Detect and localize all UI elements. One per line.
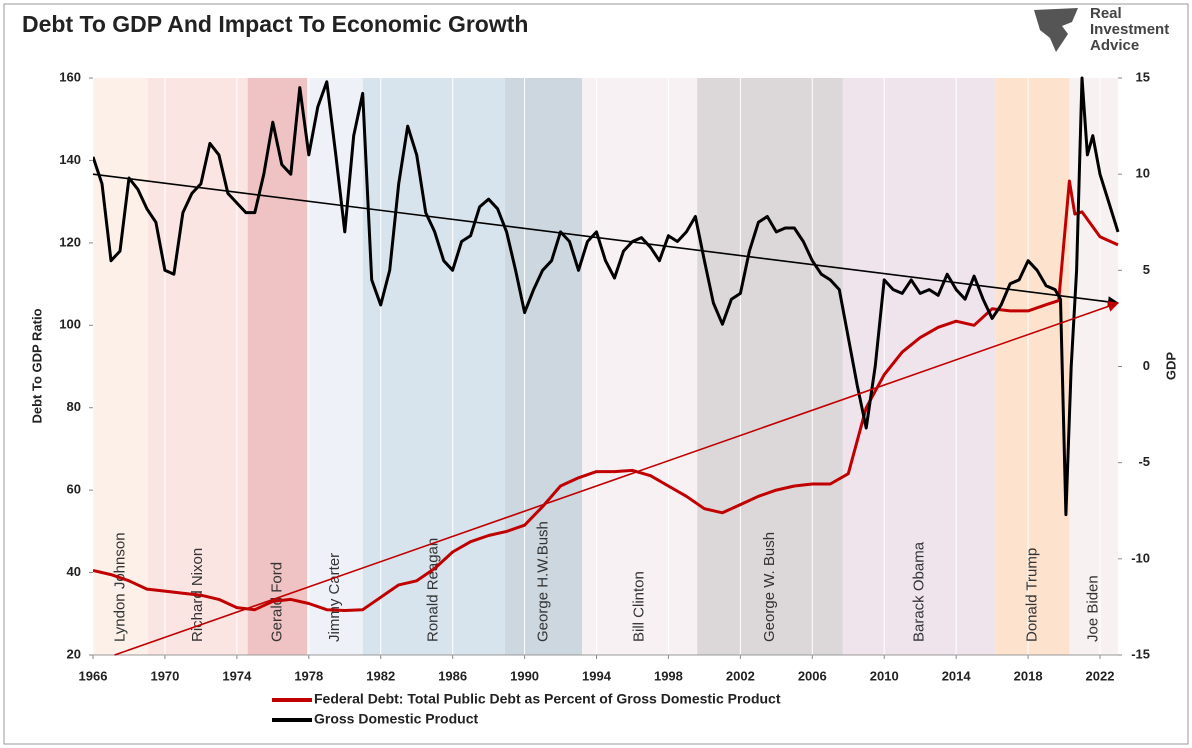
x-tick-label: 1986 (438, 668, 467, 683)
presidency-band (93, 78, 149, 655)
logo-icon (1034, 8, 1078, 52)
y2-tick-label: 10 (1136, 166, 1150, 181)
x-tick-label: 2018 (1014, 668, 1043, 683)
x-tick-label: 2002 (726, 668, 755, 683)
y-tick-label: 120 (59, 234, 81, 249)
y-tick-label: 20 (67, 646, 81, 661)
band-label: George H.W.Bush (534, 521, 551, 642)
x-tick-label: 1970 (150, 668, 179, 683)
y2-tick-label: 15 (1136, 69, 1150, 84)
logo: Real Investment Advice (1034, 5, 1169, 54)
y-tick-label: 140 (59, 152, 81, 167)
presidency-band (582, 78, 698, 655)
logo-text: Advice (1090, 37, 1139, 54)
series-line (93, 76, 1120, 517)
y-tick-label: 40 (67, 564, 81, 579)
logo-text: Real (1090, 5, 1122, 22)
x-tick-label: 1966 (79, 668, 108, 683)
y2-axis-label: GDP (1163, 352, 1178, 381)
band-label: Jimmy Carter (326, 553, 343, 642)
band-label: Joe Biden (1085, 575, 1102, 642)
x-tick-label: 2010 (870, 668, 899, 683)
x-tick-label: 2014 (942, 668, 972, 683)
y2-tick-label: -5 (1138, 454, 1150, 469)
band-label: Barack Obama (910, 541, 927, 642)
plot-area: Lyndon Johnson Richard Nixon Gerald Ford Ji… (93, 76, 1120, 655)
y-tick-label: 60 (67, 482, 81, 497)
chart-title: Debt To GDP And Impact To Economic Growt… (22, 11, 528, 37)
presidency-band (1069, 78, 1118, 655)
x-tick-label: 1982 (366, 668, 395, 683)
y-axis-label: Debt To GDP Ratio (29, 308, 44, 423)
band-label: Ronald Reagan (425, 538, 442, 642)
x-tick-label: 2006 (798, 668, 827, 683)
y2-tick-label: 5 (1143, 262, 1150, 277)
y2-tick-label: -10 (1131, 550, 1150, 565)
y-tick-label: 160 (59, 69, 81, 84)
y2-tick-label: -15 (1131, 646, 1150, 661)
series-line (93, 179, 1119, 612)
presidency-band (247, 78, 307, 655)
band-label: Bill Clinton (631, 571, 648, 642)
x-tick-label: 2022 (1086, 668, 1115, 683)
band-label: Lyndon Johnson (111, 532, 128, 642)
trend-line (114, 301, 1120, 656)
presidency-band (306, 78, 363, 655)
presidency-band (842, 78, 996, 655)
trend-line (92, 173, 1120, 308)
y-tick-label: 80 (67, 399, 81, 414)
legend-label: Federal Debt: Total Public Debt as Perce… (314, 691, 781, 707)
y2-tick-label: 0 (1143, 358, 1150, 373)
x-tick-label: 1998 (654, 668, 683, 683)
legend-label: Gross Domestic Product (314, 711, 478, 727)
x-tick-label: 1990 (510, 668, 539, 683)
x-tick-label: 1978 (294, 668, 323, 683)
logo-text: Investment (1090, 21, 1169, 38)
y-tick-label: 100 (59, 317, 81, 332)
band-label: George W. Bush (761, 532, 778, 642)
x-tick-label: 1974 (222, 668, 252, 683)
presidency-band (504, 78, 583, 655)
presidency-band (995, 78, 1070, 655)
band-label: Donald Trump (1024, 548, 1041, 642)
x-tick-label: 1994 (582, 668, 612, 683)
presidency-band (697, 78, 843, 655)
